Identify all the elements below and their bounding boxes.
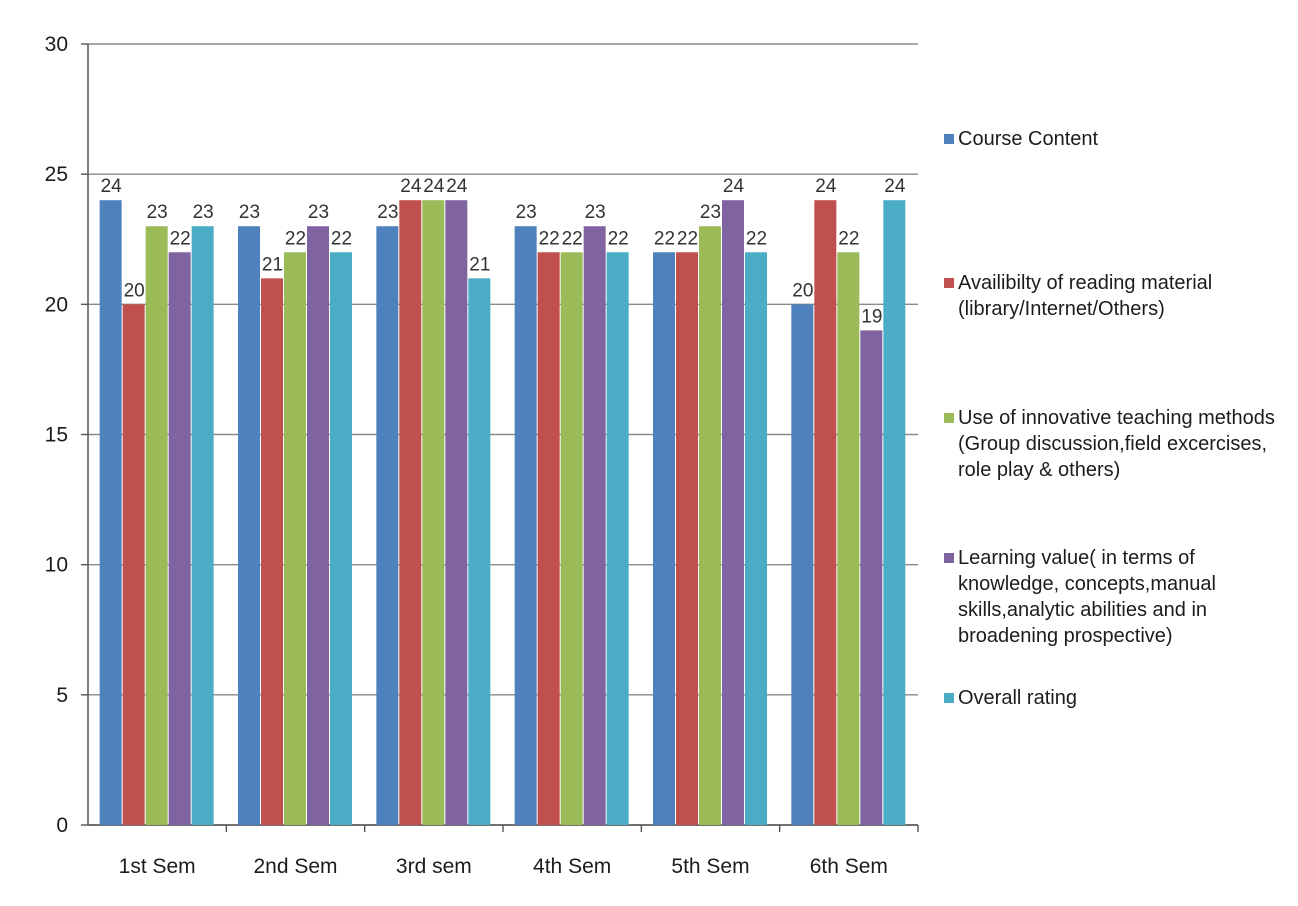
data-label-1st-sem-series-1: 24 (101, 176, 123, 197)
y-tick-label-0: 0 (56, 814, 68, 837)
x-tick-label-3rd-sem: 3rd sem (396, 855, 472, 878)
bar-6th-sem-series-1 (791, 304, 814, 825)
data-label-6th-sem-series-3: 22 (838, 228, 859, 249)
y-tick-label-20: 20 (45, 293, 68, 316)
bar-1st-sem-series-4 (168, 252, 191, 825)
data-label-6th-sem-series-2: 24 (815, 176, 837, 197)
legend-swatch-learning-value (944, 553, 954, 563)
bar-5th-sem-series-3 (699, 226, 721, 825)
legend-item-reading-material: Availibilty of reading material (library… (944, 270, 1284, 322)
data-label-1st-sem-series-5: 23 (193, 202, 214, 223)
legend-label-learning-value: Learning value( in terms of knowledge, c… (958, 547, 1216, 647)
x-tick-label-2nd-sem: 2nd Sem (253, 855, 337, 878)
bar-5th-sem-series-1 (653, 252, 675, 825)
data-label-2nd-sem-series-5: 22 (331, 228, 352, 249)
data-label-5th-sem-series-5: 22 (746, 228, 767, 249)
data-label-4th-sem-series-1: 23 (516, 202, 537, 223)
data-label-6th-sem-series-5: 24 (884, 176, 906, 197)
legend-label-innovative-teaching: Use of innovative teaching methods (Grou… (958, 407, 1275, 481)
x-tick-label-1st-sem: 1st Sem (119, 855, 196, 878)
data-label-5th-sem-series-4: 24 (723, 176, 745, 197)
bar-1st-sem-series-3 (145, 226, 168, 825)
legend-item-learning-value: Learning value( in terms of knowledge, c… (944, 545, 1284, 649)
legend-swatch-overall-rating (944, 693, 954, 703)
bar-2nd-sem-series-5 (330, 252, 352, 825)
data-label-2nd-sem-series-1: 23 (239, 202, 260, 223)
x-tick-label-5th-sem: 5th Sem (671, 855, 749, 878)
bar-1st-sem-series-5 (191, 226, 214, 825)
legend-swatch-reading-material (944, 278, 954, 288)
data-label-4th-sem-series-4: 23 (585, 202, 606, 223)
x-tick-label-6th-sem: 6th Sem (810, 855, 888, 878)
legend-item-course-content: Course Content (944, 126, 1284, 152)
legend-item-innovative-teaching: Use of innovative teaching methods (Grou… (944, 405, 1284, 483)
data-label-4th-sem-series-3: 22 (562, 228, 583, 249)
y-tick-label-10: 10 (45, 554, 68, 577)
bar-4th-sem-series-5 (606, 252, 629, 825)
data-label-4th-sem-series-2: 22 (539, 228, 560, 249)
bar-6th-sem-series-5 (883, 200, 906, 825)
bar-3rd-sem-series-3 (422, 200, 445, 825)
bar-1st-sem-series-1 (99, 200, 122, 825)
data-label-2nd-sem-series-4: 23 (308, 202, 329, 223)
data-label-5th-sem-series-2: 22 (677, 228, 698, 249)
data-label-5th-sem-series-3: 23 (700, 202, 721, 223)
bar-5th-sem-series-4 (722, 200, 744, 825)
legend-label-reading-material: Availibilty of reading material (library… (958, 272, 1213, 320)
bar-6th-sem-series-4 (860, 330, 883, 825)
bar-5th-sem-series-2 (676, 252, 698, 825)
y-tick-label-30: 30 (45, 33, 68, 56)
data-label-1st-sem-series-4: 22 (170, 228, 191, 249)
data-label-1st-sem-series-3: 23 (147, 202, 168, 223)
legend-item-overall-rating: Overall rating (944, 685, 1284, 711)
bar-3rd-sem-series-1 (376, 226, 399, 825)
bar-4th-sem-series-1 (514, 226, 537, 825)
data-label-5th-sem-series-1: 22 (654, 228, 675, 249)
data-label-3rd-sem-series-4: 24 (446, 176, 468, 197)
legend-label-overall-rating: Overall rating (958, 687, 1077, 709)
bar-2nd-sem-series-3 (284, 252, 306, 825)
bar-2nd-sem-series-2 (261, 278, 283, 825)
data-label-6th-sem-series-4: 19 (861, 306, 882, 327)
data-label-3rd-sem-series-5: 21 (469, 254, 490, 275)
bar-2nd-sem-series-4 (307, 226, 329, 825)
data-label-4th-sem-series-5: 22 (608, 228, 629, 249)
bar-3rd-sem-series-4 (445, 200, 468, 825)
legend-swatch-innovative-teaching (944, 413, 954, 423)
bar-4th-sem-series-4 (583, 226, 606, 825)
bar-4th-sem-series-2 (537, 252, 560, 825)
legend-label-course-content: Course Content (958, 128, 1099, 150)
data-label-2nd-sem-series-2: 21 (262, 254, 283, 275)
legend-swatch-course-content (944, 134, 954, 144)
bar-5th-sem-series-5 (745, 252, 767, 825)
data-label-3rd-sem-series-3: 24 (423, 176, 445, 197)
bar-3rd-sem-series-2 (399, 200, 422, 825)
data-label-3rd-sem-series-2: 24 (400, 176, 422, 197)
bar-1st-sem-series-2 (122, 304, 145, 825)
data-label-6th-sem-series-1: 20 (792, 280, 813, 301)
data-label-1st-sem-series-2: 20 (124, 280, 145, 301)
data-label-2nd-sem-series-3: 22 (285, 228, 306, 249)
y-tick-label-25: 25 (45, 163, 68, 186)
y-tick-label-5: 5 (56, 684, 68, 707)
data-label-3rd-sem-series-1: 23 (377, 202, 398, 223)
bar-4th-sem-series-3 (560, 252, 583, 825)
x-tick-label-4th-sem: 4th Sem (533, 855, 611, 878)
y-tick-label-15: 15 (45, 424, 68, 447)
bar-6th-sem-series-3 (837, 252, 860, 825)
bar-6th-sem-series-2 (814, 200, 837, 825)
bar-2nd-sem-series-1 (238, 226, 260, 825)
bar-3rd-sem-series-5 (468, 278, 491, 825)
